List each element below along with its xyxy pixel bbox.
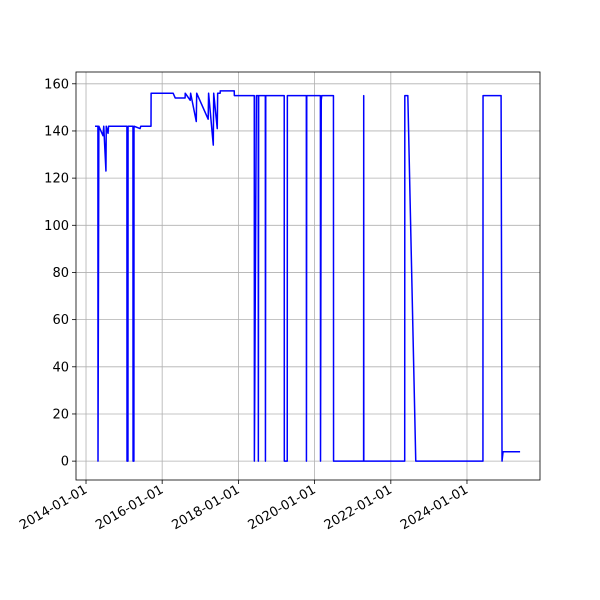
grid [76, 72, 540, 480]
x-tick-label: 2022-01-01 [322, 482, 395, 533]
x-tick-label: 2018-01-01 [169, 482, 242, 533]
y-tick-label: 100 [44, 219, 69, 234]
y-tick-label: 160 [44, 77, 69, 92]
x-tick-label: 2014-01-01 [17, 482, 90, 533]
x-tick-label: 2024-01-01 [398, 482, 471, 533]
y-tick-label: 120 [44, 172, 69, 187]
y-tick-label: 60 [52, 313, 69, 328]
plot-frame [75, 71, 541, 481]
y-tick-label: 40 [52, 360, 69, 375]
y-tick-label: 140 [44, 124, 69, 139]
data-line [94, 90, 521, 462]
y-tick-label: 20 [52, 407, 69, 422]
x-tick-label: 2016-01-01 [93, 482, 166, 533]
x-tick-label: 2020-01-01 [246, 482, 319, 533]
y-tick-label: 80 [52, 266, 69, 281]
y-tick-label: 0 [61, 455, 69, 470]
